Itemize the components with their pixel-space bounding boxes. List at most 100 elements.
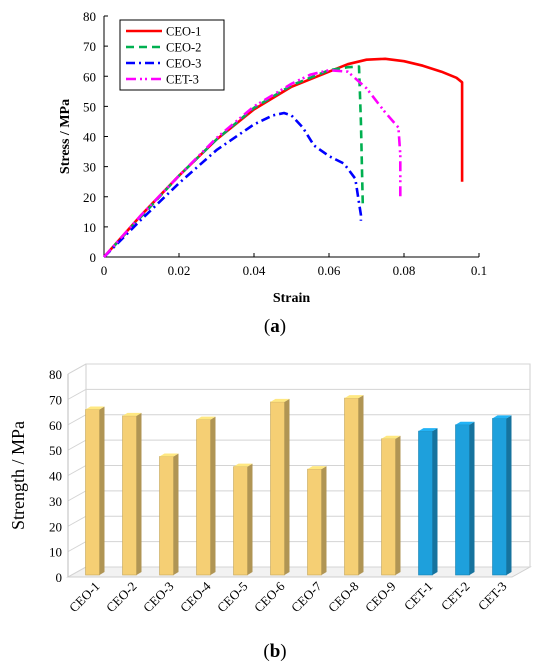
bar-side xyxy=(321,466,327,575)
stress-strain-chart: 0 10 20 30 40 50 60 70 80 0 0.02 0.04 0.06 0.08 0.1 Str… xyxy=(58,9,487,306)
y-tick-label: 70 xyxy=(83,39,96,54)
bar-side xyxy=(99,406,105,575)
bar-front xyxy=(196,419,211,576)
x-tick-label: 0 xyxy=(101,263,108,278)
bar-front xyxy=(307,468,322,576)
bar-top xyxy=(418,428,438,432)
bar-top xyxy=(344,395,364,399)
x-tick-label: CEO-4 xyxy=(177,578,214,615)
y-tick-label: 40 xyxy=(49,469,62,484)
bar-front xyxy=(492,418,507,576)
bar-side xyxy=(173,453,179,575)
bar-top xyxy=(492,415,512,419)
x-tick-label: CET-3 xyxy=(475,579,510,614)
y-tick-label: 80 xyxy=(83,9,96,24)
x-tick-label: CEO-7 xyxy=(288,578,325,615)
x-tick-label: CEO-2 xyxy=(103,579,140,616)
y-tick-label: 30 xyxy=(83,160,96,175)
bar-top xyxy=(381,435,401,439)
bar-side xyxy=(210,416,216,575)
series-line-cet-3 xyxy=(103,68,402,258)
x-tick-label: CET-1 xyxy=(401,579,436,614)
legend-label: CET-3 xyxy=(166,73,199,87)
bar-side xyxy=(284,398,290,575)
legend-label: CEO-2 xyxy=(166,41,201,55)
series-line-ceo-3 xyxy=(103,111,363,258)
bar-top xyxy=(196,416,216,420)
x-tick-label: CEO-8 xyxy=(325,579,362,616)
bar-front xyxy=(85,409,100,576)
bar-front xyxy=(418,430,433,576)
bar-ceo-8 xyxy=(344,395,364,576)
bar-front xyxy=(233,466,248,576)
y-tick-label: 60 xyxy=(49,418,62,433)
bar-ceo-7 xyxy=(307,466,327,576)
gridline xyxy=(67,363,530,375)
caption-a: (a) xyxy=(263,316,287,337)
y-axis-title: Strength / MPa xyxy=(8,421,28,530)
x-tick-label: CET-2 xyxy=(438,579,473,614)
y-tick-label: 20 xyxy=(49,519,62,534)
bar-side xyxy=(469,421,475,575)
bar-front xyxy=(122,415,137,576)
x-tick-label: CEO-9 xyxy=(362,579,399,616)
y-tick-label: 30 xyxy=(49,494,62,509)
bar-side xyxy=(506,415,512,575)
x-tick-label: CEO-6 xyxy=(251,578,288,615)
bar-side xyxy=(247,463,253,575)
bar-ceo-6 xyxy=(270,398,290,576)
x-tick-label: CEO-1 xyxy=(66,579,103,616)
y-tick-label: 20 xyxy=(83,190,96,205)
x-tick-label: CEO-5 xyxy=(214,579,251,616)
bar-top xyxy=(307,466,327,470)
x-tick-label: 0.08 xyxy=(393,263,416,278)
bar-top xyxy=(455,421,475,425)
gridline xyxy=(67,388,530,400)
caption-b: (b) xyxy=(263,641,287,662)
x-axis-title: Strain xyxy=(273,291,311,306)
bar-top xyxy=(233,463,253,467)
bar-ceo-3 xyxy=(159,453,179,576)
bar-ceo-9 xyxy=(381,435,401,576)
y-tick-label: 60 xyxy=(83,69,96,84)
y-tick-label: 0 xyxy=(56,570,63,585)
y-tick-label: 50 xyxy=(49,443,62,458)
y-tick-label: 50 xyxy=(83,99,96,114)
x-tick-label: 0.06 xyxy=(318,263,341,278)
bar-side xyxy=(432,428,438,575)
bar-top xyxy=(270,398,290,402)
x-tick-label: 0.1 xyxy=(471,263,487,278)
x-tick-label: CEO-3 xyxy=(140,579,177,616)
y-tick-label: 10 xyxy=(83,220,96,235)
bar-cet-2 xyxy=(455,421,475,576)
legend-label: CEO-1 xyxy=(166,25,201,39)
y-tick-label: 0 xyxy=(90,250,97,265)
bar-ceo-4 xyxy=(196,416,216,576)
bar-side xyxy=(358,395,364,575)
y-tick-label: 40 xyxy=(83,130,96,145)
bar-front xyxy=(270,401,285,576)
bar-top xyxy=(122,412,142,416)
y-axis-title: Stress / MPa xyxy=(58,99,73,174)
bar-front xyxy=(159,456,174,576)
y-tick-label: 70 xyxy=(49,392,62,407)
legend-label: CEO-3 xyxy=(166,57,201,71)
bar-front xyxy=(344,397,359,576)
bar-ceo-1 xyxy=(85,406,105,576)
series-line-ceo-2 xyxy=(103,65,365,258)
y-tick-label: 80 xyxy=(49,367,62,382)
bar-ceo-2 xyxy=(122,412,142,576)
legend: CEO-1 CEO-2 CEO-3 CET-3 xyxy=(119,19,225,91)
x-tick-label: 0.02 xyxy=(168,263,191,278)
bar-top xyxy=(159,453,179,457)
bar-side xyxy=(136,412,142,575)
x-tick-label: 0.04 xyxy=(243,263,266,278)
bar-cet-3 xyxy=(492,415,512,576)
bar-front xyxy=(455,424,470,576)
bar-front xyxy=(381,438,396,576)
bar-top xyxy=(85,406,105,410)
bar-ceo-5 xyxy=(233,463,253,576)
bar-cet-1 xyxy=(418,428,438,576)
